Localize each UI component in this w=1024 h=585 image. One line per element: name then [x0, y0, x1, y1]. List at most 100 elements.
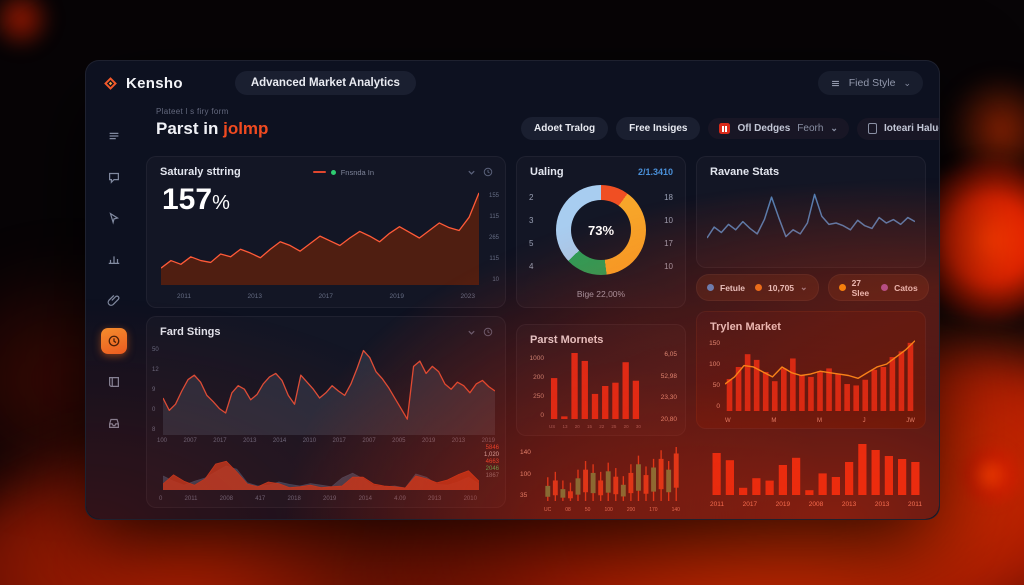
panel-saturaly-string: Saturaly sttring Fnsnda In 157% 155 115 26… — [146, 156, 506, 308]
sidebar-item-links[interactable] — [101, 287, 127, 313]
dual-area-strip-chart — [163, 450, 479, 490]
y-axis-labels: 155 115 265 115 10 — [488, 193, 499, 283]
clock-icon[interactable] — [483, 327, 493, 337]
panel-title: Ravane Stats — [710, 166, 780, 178]
panel-title: Ualing — [530, 166, 564, 178]
sidebar-item-inbox[interactable] — [101, 410, 127, 436]
y-axis-labels-left: 1000 200 250 0 — [529, 355, 544, 419]
area-chart-fard — [163, 347, 495, 435]
tag-chip[interactable]: Ioteari Halugc × — [856, 117, 939, 140]
donut-caption: Bige 22,00% — [576, 289, 626, 299]
menu-icon — [109, 132, 119, 140]
chat-icon — [109, 172, 119, 184]
chevron-down-icon: ⌄ — [800, 282, 808, 292]
bars-line-chart-trylen — [725, 340, 915, 411]
sidebar-item-chat[interactable] — [101, 164, 127, 190]
red-filter-icon — [719, 123, 731, 134]
panel-trylen-market: Trylen Market 150 100 50 0 W M M J JW — [696, 311, 926, 429]
x-axis-labels: 2011 2013 2017 2019 2023 — [177, 293, 475, 300]
app-window: Kensho Advanced Market Analytics Fied St… — [85, 60, 940, 520]
candlestick-strip: 140 100 35 UC 08 50 100 200 170 140 — [516, 445, 686, 515]
x-axis-labels: 100 2007 2017 2013 2014 2010 2017 2007 2005 2019 2… — [157, 438, 495, 444]
filter-value: Feorh — [797, 123, 824, 134]
panel-title: Fard Stings — [160, 326, 221, 338]
clock-icon[interactable] — [483, 167, 493, 177]
paperclip-icon — [107, 295, 120, 306]
donut-right-labels: 18 10 17 10 — [664, 193, 673, 271]
breadcrumb: Plateet l s firy form — [156, 107, 229, 116]
panel-title: Saturaly sttring — [160, 166, 241, 178]
page-title-accent: jolmp — [223, 119, 269, 138]
brand-name: Kensho — [126, 74, 183, 92]
chevron-down-icon: ⌄ — [830, 123, 838, 133]
legend-label: Fnsnda In — [340, 167, 375, 177]
page-title-prefix: Parst in — [156, 119, 224, 138]
style-dropdown-value: Fied Style — [848, 77, 896, 89]
x-axis-labels: UC 08 50 100 200 170 140 — [544, 507, 680, 513]
purple-dot-icon — [881, 284, 889, 291]
style-dropdown[interactable]: Fied Style ⌄ — [817, 71, 923, 95]
pill-value: 10,705 — [768, 282, 795, 293]
x-axis-labels: 2011 2017 2019 2008 2013 2013 2011 — [710, 501, 922, 508]
y-axis-labels-right: 6,05 52,98 23,30 20,80 — [660, 351, 677, 423]
pill-slee-catos[interactable]: 27 Slee Catos — [827, 274, 929, 301]
chevron-down-icon[interactable] — [467, 328, 476, 337]
panel-title: Trylen Market — [710, 321, 781, 333]
inbox-icon — [109, 418, 119, 428]
panel-title: Parst Mornets — [530, 334, 604, 346]
cursor-chart-icon — [109, 212, 120, 225]
candlestick-chart — [544, 447, 680, 504]
clipboard-icon — [867, 123, 877, 134]
filter-label: Ofl Dedges — [737, 123, 791, 134]
list-icon — [831, 80, 839, 86]
clock-icon — [108, 335, 120, 347]
pill-fetule[interactable]: Fetule 10,705 ⌄ — [696, 274, 819, 301]
adoet-tralog-button[interactable]: Adoet Tralog — [521, 117, 609, 140]
sidebar-item-history-active[interactable] — [101, 328, 127, 354]
orange-dot-icon — [755, 284, 763, 291]
line-chart-ravane — [707, 189, 915, 257]
top-bar: Kensho Advanced Market Analytics Fied St… — [86, 61, 939, 105]
book-icon — [109, 377, 119, 387]
kensho-logo-icon — [104, 76, 117, 90]
pill-label: Catos — [894, 282, 918, 293]
pill-label: 27 Slee — [851, 277, 870, 298]
sidebar-item-library[interactable] — [101, 369, 127, 395]
kpi-value: 157% — [162, 183, 230, 216]
bars-icon — [108, 256, 120, 264]
bg-glow-topleft — [0, 0, 56, 54]
y-axis-labels: 50 12 9 0 8 — [152, 347, 159, 433]
bar-chart-parst — [549, 353, 641, 419]
chevron-down-icon[interactable] — [467, 168, 476, 177]
chevron-down-icon: ⌄ — [903, 77, 911, 88]
brand-logo[interactable]: Kensho — [102, 75, 183, 92]
tag-label: Ioteari Halugc — [883, 123, 939, 134]
sidebar-item-menu[interactable] — [101, 123, 127, 149]
chart-legend: Fnsnda In — [312, 167, 375, 177]
bar-chart-bottom — [710, 435, 922, 495]
filter-dropdown[interactable]: Ofl Dedges Feorh ⌄ — [708, 118, 849, 139]
sidebar — [86, 105, 142, 519]
header-actions: Adoet Tralog Free Insiges Ofl Dedges Feo… — [521, 117, 939, 140]
pill-label: Fetule — [720, 282, 746, 293]
nav-pill-analytics[interactable]: Advanced Market Analytics — [234, 71, 416, 95]
metric-pills-row: Fetule 10,705 ⌄ 27 Slee Catos — [696, 274, 929, 301]
blue-dot-icon — [707, 284, 714, 291]
orange-dot-icon — [838, 284, 846, 291]
x-axis-labels: US 13 20 15 22 25 20 30 — [549, 424, 641, 429]
page-header: Plateet l s firy form Parst in jolmp Ado… — [156, 107, 939, 140]
free-insiges-button[interactable]: Free Insiges — [616, 117, 701, 140]
panel-fard-stings: Fard Stings 50 12 9 0 8 100 2007 2017 2013 2014 2… — [146, 316, 506, 508]
legend-dash-red — [312, 171, 326, 173]
bottom-bar-strip: 2011 2017 2019 2008 2013 2013 2011 — [696, 435, 926, 511]
panel-ravane-stats: Ravane Stats — [696, 156, 926, 268]
strip-side-values: 5846 1,020 4663 2046 1867 — [483, 445, 499, 479]
y-axis-labels: 140 100 35 — [520, 449, 531, 499]
x-axis-labels: W M M J JW — [725, 418, 915, 424]
strip-x-axis-labels: 0 2011 2008 417 2018 2019 2014 4.09 2913 2010 — [159, 496, 477, 502]
sidebar-item-pointer[interactable] — [101, 205, 127, 231]
sidebar-item-stats[interactable] — [101, 246, 127, 272]
